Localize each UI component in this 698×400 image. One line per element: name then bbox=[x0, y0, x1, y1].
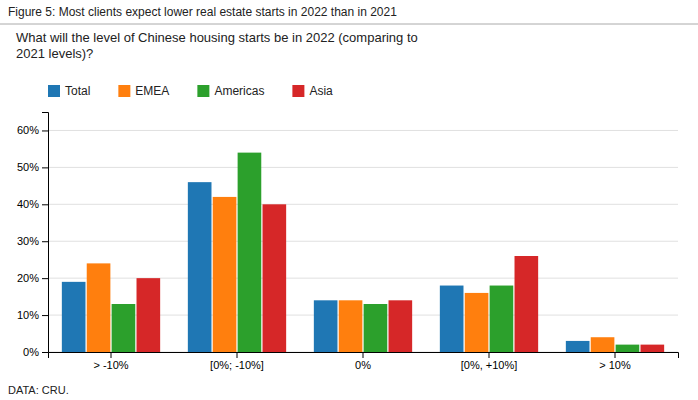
chart: Figure 5: Most clients expect lower real… bbox=[0, 0, 698, 400]
bar-series bbox=[62, 182, 590, 352]
bars bbox=[62, 153, 664, 352]
tick: 30% bbox=[17, 235, 48, 247]
bar bbox=[616, 345, 640, 352]
bar bbox=[591, 337, 615, 352]
axis-domain bbox=[49, 353, 679, 359]
tick: 50% bbox=[17, 161, 48, 173]
bar bbox=[389, 300, 413, 352]
legend-item: Asia bbox=[292, 84, 333, 98]
grid-line bbox=[48, 167, 678, 168]
legend-swatch bbox=[48, 85, 60, 97]
tick-label: 0% bbox=[355, 359, 371, 371]
tick-mark bbox=[42, 130, 48, 131]
tick: 0% bbox=[23, 346, 48, 358]
tick-mark bbox=[42, 204, 48, 205]
bar bbox=[641, 345, 665, 352]
bar-series bbox=[87, 197, 615, 352]
legend-swatch bbox=[197, 85, 209, 97]
subtitle: What will the level of Chinese housing s… bbox=[16, 30, 418, 61]
bar bbox=[62, 282, 86, 352]
bar bbox=[566, 341, 590, 352]
x-axis: > -10% [0%; -10%] 0% [0%, +10%] > 10% bbox=[49, 352, 679, 371]
tick-label: 20% bbox=[17, 272, 39, 284]
bar bbox=[188, 182, 212, 352]
tick-label: 30% bbox=[17, 235, 39, 247]
bar bbox=[263, 204, 287, 352]
separator bbox=[0, 24, 698, 25]
bar bbox=[465, 293, 489, 352]
plot: 0% 10% 20% 30% 40% 50% 60% > -10% [0%; -10%] 0% [0… bbox=[17, 113, 679, 371]
legend-swatch bbox=[118, 85, 130, 97]
tick-label: 60% bbox=[17, 124, 39, 136]
bar-series bbox=[137, 204, 665, 352]
tick-label: > 10% bbox=[599, 359, 631, 371]
bar bbox=[137, 278, 161, 352]
legend-label: Total bbox=[65, 84, 90, 98]
bar-series bbox=[112, 153, 640, 352]
bar bbox=[238, 153, 262, 352]
tick-mark bbox=[237, 352, 238, 358]
tick: 40% bbox=[17, 198, 48, 210]
title: Figure 5: Most clients expect lower real… bbox=[8, 5, 397, 19]
tick-label: [0%, +10%] bbox=[461, 359, 518, 371]
subtitle-line: 2021 levels)? bbox=[16, 46, 93, 61]
tick: 0% bbox=[355, 352, 371, 371]
tick-mark bbox=[42, 315, 48, 316]
grid-line bbox=[48, 130, 678, 131]
tick-label: [0%; -10%] bbox=[210, 359, 264, 371]
grid bbox=[48, 130, 678, 352]
tick-label: 0% bbox=[23, 346, 39, 358]
tick-mark bbox=[42, 241, 48, 242]
tick-label: 10% bbox=[17, 309, 39, 321]
legend-item: EMEA bbox=[118, 84, 169, 98]
tick-mark bbox=[363, 352, 364, 358]
bar bbox=[339, 300, 363, 352]
tick-mark bbox=[42, 278, 48, 279]
bar bbox=[213, 197, 237, 352]
legend-swatch bbox=[292, 85, 304, 97]
bar bbox=[515, 256, 539, 352]
tick-mark bbox=[42, 352, 48, 353]
tick-mark bbox=[615, 352, 616, 358]
bar bbox=[314, 300, 338, 352]
axis-domain bbox=[42, 113, 49, 353]
tick: > -10% bbox=[93, 352, 128, 371]
legend-item: Total bbox=[48, 84, 90, 98]
tick-mark bbox=[489, 352, 490, 358]
tick: 10% bbox=[17, 309, 48, 321]
annotation: DATA: CRU. bbox=[8, 384, 69, 396]
tick: > 10% bbox=[599, 352, 631, 371]
bar bbox=[440, 286, 464, 352]
legend-item: Americas bbox=[197, 84, 264, 98]
tick-mark bbox=[42, 167, 48, 168]
legend-label: EMEA bbox=[135, 84, 169, 98]
tick: [0%; -10%] bbox=[210, 352, 264, 371]
tick-mark bbox=[111, 352, 112, 358]
subtitle-line: What will the level of Chinese housing s… bbox=[16, 30, 418, 45]
tick-label: > -10% bbox=[93, 359, 128, 371]
bar bbox=[112, 304, 136, 352]
tick: [0%, +10%] bbox=[461, 352, 518, 371]
bar bbox=[490, 286, 514, 352]
grid-line bbox=[48, 241, 678, 242]
legend-label: Americas bbox=[214, 84, 264, 98]
tick-label: 40% bbox=[17, 198, 39, 210]
bar bbox=[87, 263, 111, 352]
y-axis: 0% 10% 20% 30% 40% 50% 60% bbox=[17, 113, 49, 359]
legend: Total EMEA Americas Asia bbox=[48, 84, 333, 98]
legend-label: Asia bbox=[309, 84, 333, 98]
tick: 20% bbox=[17, 272, 48, 284]
bar bbox=[364, 304, 388, 352]
tick: 60% bbox=[17, 124, 48, 136]
tick-label: 50% bbox=[17, 161, 39, 173]
grid-line bbox=[48, 204, 678, 205]
